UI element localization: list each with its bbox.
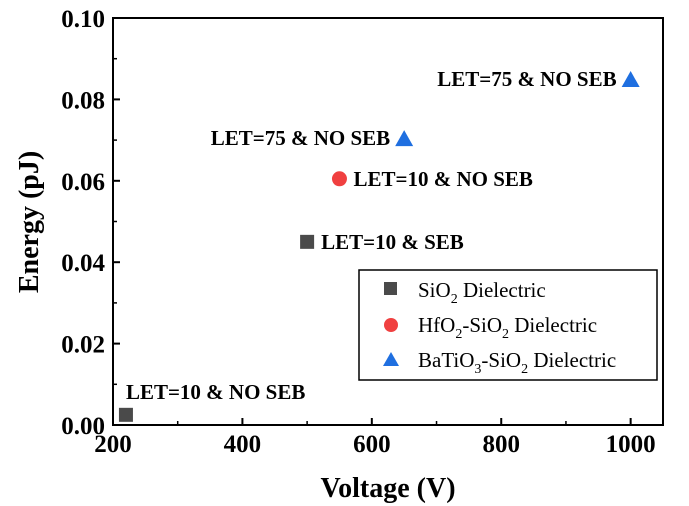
axis-ticks: 200 400 600 800 1000 0.00 0.02 0.04 0.06 0.08 0.10 <box>61 6 655 458</box>
legend-hfo2-part-1: HfO <box>418 313 455 337</box>
legend-batio3-sub-2: 2 <box>521 362 528 377</box>
point-annotation: LET=10 & NO SEB <box>353 167 532 191</box>
data-points <box>118 71 640 422</box>
data-point-triangle <box>621 71 640 88</box>
legend-hfo2-part-3: Dielectric <box>509 313 597 337</box>
x-tick-label: 800 <box>482 431 520 458</box>
legend-hfo2-part-2: -SiO <box>462 313 502 337</box>
legend-label-sio2: SiO2 Dielectric <box>418 278 546 307</box>
data-point-triangle <box>395 130 414 147</box>
legend-label-batio3: BaTiO3-SiO2 Dielectric <box>418 348 616 377</box>
y-tick-label: 0.08 <box>61 87 105 114</box>
y-tick-label: 0.10 <box>61 6 105 33</box>
legend: SiO2 Dielectric HfO2-SiO2 Dielectric BaT… <box>358 269 658 381</box>
legend-batio3-part-1: BaTiO <box>418 348 474 372</box>
x-tick-label: 200 <box>94 431 132 458</box>
legend-batio3-sub-1: 3 <box>474 362 481 377</box>
point-annotation: LET=75 & NO SEB <box>437 67 616 91</box>
data-point-circle <box>331 171 347 187</box>
y-tick-label: 0.00 <box>61 413 105 440</box>
legend-batio3-part-2: -SiO <box>481 348 521 372</box>
data-point-square <box>300 234 315 249</box>
legend-marker-sio2 <box>384 282 397 295</box>
x-tick-label: 1000 <box>606 431 656 458</box>
x-tick-label: 600 <box>353 431 391 458</box>
legend-hfo2-sub-1: 2 <box>455 327 462 342</box>
legend-batio3-part-3: Dielectric <box>528 348 616 372</box>
legend-box <box>358 269 658 381</box>
legend-label-hfo2: HfO2-SiO2 Dielectric <box>418 313 597 342</box>
point-annotations: LET=10 & NO SEB LET=10 & SEB LET=10 & NO S… <box>126 67 617 404</box>
point-annotation: LET=75 & NO SEB <box>211 126 390 150</box>
legend-sio2-part-1: SiO <box>418 278 451 302</box>
point-annotation: LET=10 & SEB <box>321 230 464 254</box>
legend-sio2-part-2: Dielectric <box>458 278 546 302</box>
y-tick-label: 0.02 <box>61 332 105 359</box>
point-annotation: LET=10 & NO SEB <box>126 380 305 404</box>
y-tick-label: 0.06 <box>61 169 105 196</box>
legend-hfo2-sub-2: 2 <box>502 327 509 342</box>
y-tick-label: 0.04 <box>61 250 105 277</box>
legend-marker-hfo2 <box>384 318 398 332</box>
x-tick-label: 400 <box>224 431 262 458</box>
legend-marker-batio3 <box>383 352 399 366</box>
legend-sio2-sub: 2 <box>451 292 458 307</box>
x-axis-title: Voltage (V) <box>320 473 455 504</box>
y-axis-title: Energy (pJ) <box>14 151 45 293</box>
data-point-square <box>118 407 133 422</box>
